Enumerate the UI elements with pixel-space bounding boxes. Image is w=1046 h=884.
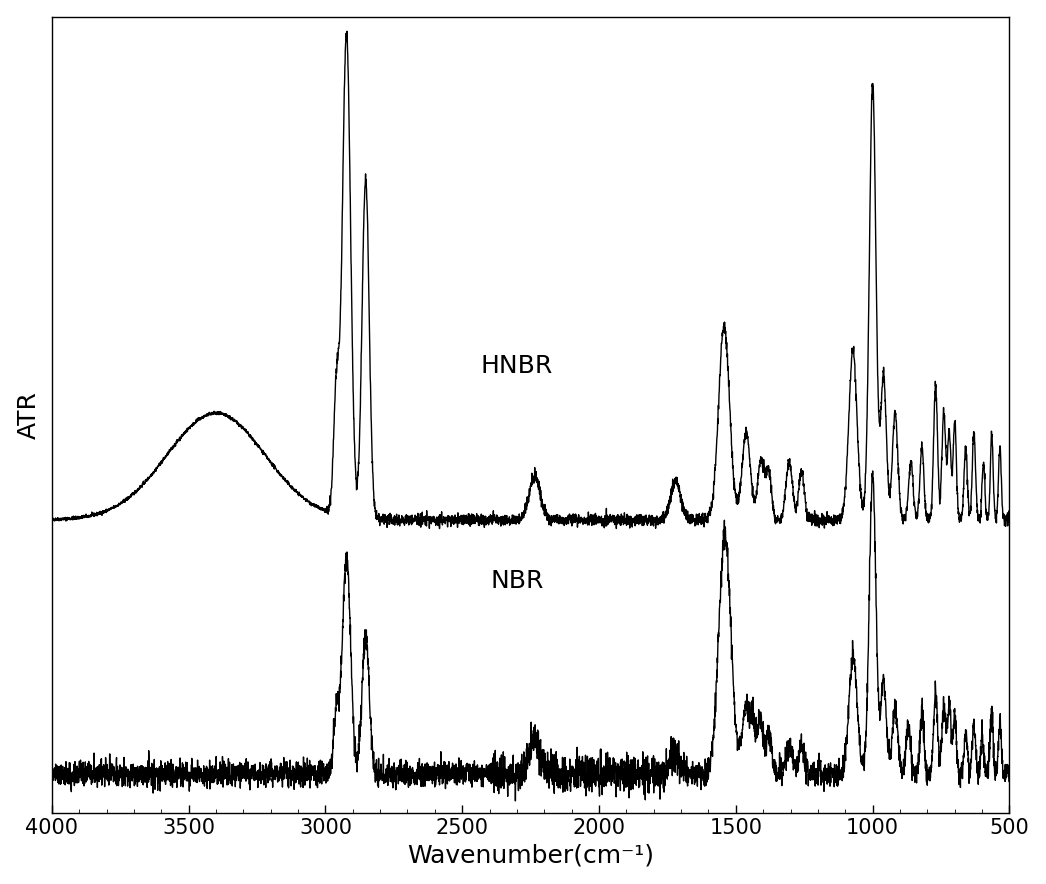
Text: NBR: NBR (491, 569, 544, 593)
X-axis label: Wavenumber(cm⁻¹): Wavenumber(cm⁻¹) (407, 843, 654, 867)
Y-axis label: ATR: ATR (17, 391, 41, 438)
Text: HNBR: HNBR (481, 354, 553, 378)
